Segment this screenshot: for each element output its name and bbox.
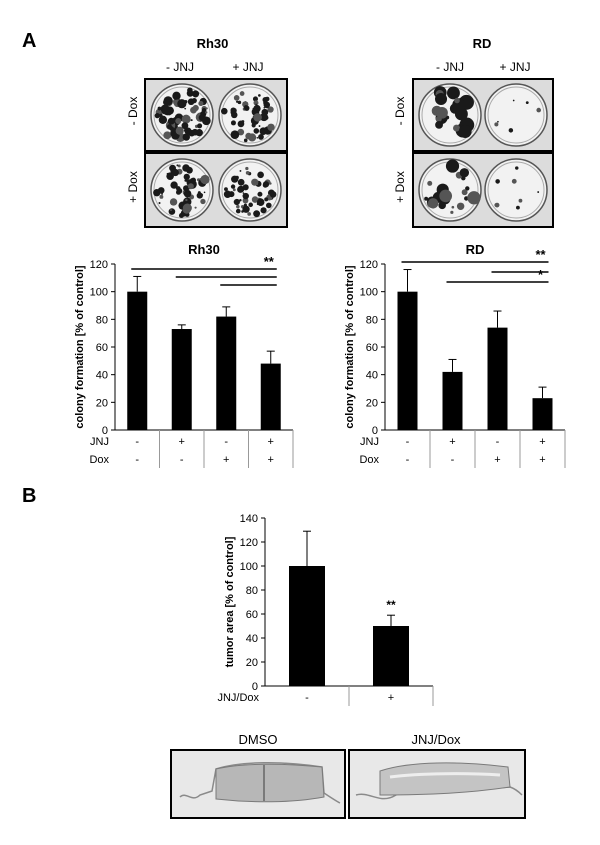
- tumor-significance-label: **: [386, 598, 396, 612]
- rd-condition-value: +: [539, 436, 545, 448]
- tumor-y-tick-label: 100: [240, 561, 258, 573]
- panel-label-b: B: [22, 485, 37, 507]
- tumor-condition-row-label: JNJ/Dox: [217, 692, 259, 704]
- histology-image-dmso: [170, 749, 346, 819]
- rh30-colony-chart: Rh30 colony formation [% of control] 0 20 40…: [74, 242, 294, 468]
- rh30-condition-value: -: [224, 436, 228, 448]
- rh30-col-plus-jnj: + JNJ: [232, 60, 264, 74]
- rh30-y-tick-label: 100: [90, 287, 108, 299]
- rd-bar: [397, 291, 418, 430]
- tumor-y-tick-label: 120: [240, 537, 258, 549]
- tumor-y-tick-label: 40: [246, 633, 258, 645]
- rd-plate-image-top: [418, 83, 548, 147]
- rh30-bar: [171, 329, 192, 430]
- rd-plate-row-bottom: [412, 152, 554, 228]
- rd-condition-value: -: [406, 454, 410, 466]
- rh30-condition-value: -: [135, 436, 139, 448]
- rh30-condition-value: +: [268, 436, 274, 448]
- rd-plate-row-top: [412, 78, 554, 152]
- rh30-y-tick-label: 40: [96, 370, 108, 382]
- rd-col-minus-jnj: - JNJ: [436, 60, 464, 74]
- rd-plate-image-bottom: [418, 158, 548, 222]
- tumor-bar: [289, 566, 325, 686]
- tumor-area-chart: tumor area [% of control] 0 20 40 60 80 100 120…: [217, 513, 434, 706]
- rh30-y-tick-label: 60: [96, 342, 108, 354]
- rd-y-tick-label: 20: [366, 397, 378, 409]
- rh30-bar: [260, 363, 281, 430]
- histology-label-dmso: DMSO: [238, 732, 278, 747]
- rh30-y-axis-label: colony formation [% of control]: [74, 265, 86, 428]
- tumor-y-tick-label: 80: [246, 585, 258, 597]
- rh30-significance-label: **: [264, 254, 275, 269]
- rd-y-tick-label: 100: [360, 287, 378, 299]
- rd-plate-title: RD: [472, 36, 492, 51]
- rd-condition-value: +: [494, 454, 500, 466]
- rh30-plate-title: Rh30: [196, 36, 229, 51]
- rh30-plate-row-top: [144, 78, 288, 152]
- rd-col-plus-jnj: + JNJ: [499, 60, 531, 74]
- rh30-bar: [127, 291, 148, 430]
- rh30-y-tick-label: 120: [90, 259, 108, 271]
- tumor-y-tick-label: 20: [246, 657, 258, 669]
- rd-row-minus-dox: - Dox: [393, 96, 407, 126]
- tumor-y-axis-label: tumor area [% of control]: [224, 536, 236, 667]
- rd-y-tick-label: 40: [366, 370, 378, 382]
- rh30-y-tick-label: 20: [96, 397, 108, 409]
- rh30-condition-value: +: [268, 454, 274, 466]
- rh30-condition-value: -: [135, 454, 139, 466]
- rd-condition-value: -: [406, 436, 410, 448]
- rd-condition-row-label: Dox: [359, 454, 379, 466]
- rh30-condition-value: -: [180, 454, 184, 466]
- rh30-chart-title: Rh30: [188, 242, 220, 257]
- rd-condition-value: -: [496, 436, 500, 448]
- rh30-condition-row-label: JNJ: [90, 436, 109, 448]
- tumor-y-tick-label: 140: [240, 513, 258, 525]
- tumor-condition-value: -: [305, 692, 309, 704]
- tumor-condition-value: +: [388, 692, 394, 704]
- rd-significance-label: *: [538, 267, 544, 282]
- rh30-plate-row-bottom: [144, 152, 288, 228]
- rh30-condition-value: +: [223, 454, 229, 466]
- rh30-condition-value: +: [179, 436, 185, 448]
- histology-image-jnj-dox: [348, 749, 526, 819]
- rd-bar: [487, 327, 508, 430]
- tumor-bar: [373, 626, 409, 686]
- rd-y-tick-label: 0: [372, 425, 378, 437]
- rh30-bar: [216, 316, 237, 430]
- rd-bar: [442, 371, 463, 430]
- rd-y-tick-label: 120: [360, 259, 378, 271]
- rh30-y-tick-label: 80: [96, 314, 108, 326]
- rh30-col-minus-jnj: - JNJ: [166, 60, 194, 74]
- rh30-y-tick-label: 0: [102, 425, 108, 437]
- rh30-plate-image-bottom: [150, 158, 282, 222]
- rh30-plate-image-top: [150, 83, 282, 147]
- rd-y-axis-label: colony formation [% of control]: [344, 265, 356, 428]
- rd-condition-row-label: JNJ: [360, 436, 379, 448]
- rd-significance-label: **: [535, 247, 546, 262]
- rd-condition-value: +: [449, 436, 455, 448]
- rh30-row-plus-dox: + Dox: [126, 171, 140, 203]
- rd-chart-title: RD: [466, 242, 485, 257]
- rd-row-plus-dox: + Dox: [393, 171, 407, 203]
- histology-label-jnj-dox: JNJ/Dox: [411, 732, 461, 747]
- rd-y-tick-label: 60: [366, 342, 378, 354]
- rd-condition-value: -: [451, 454, 455, 466]
- rd-colony-chart: RD colony formation [% of control] 0 20 40 60…: [344, 242, 566, 468]
- rh30-row-minus-dox: - Dox: [126, 96, 140, 126]
- rd-y-tick-label: 80: [366, 314, 378, 326]
- panel-label-a: A: [22, 30, 37, 52]
- rd-bar: [532, 398, 553, 430]
- rd-condition-value: +: [539, 454, 545, 466]
- rh30-condition-row-label: Dox: [89, 454, 109, 466]
- tumor-y-tick-label: 60: [246, 609, 258, 621]
- tumor-y-tick-label: 0: [252, 681, 258, 693]
